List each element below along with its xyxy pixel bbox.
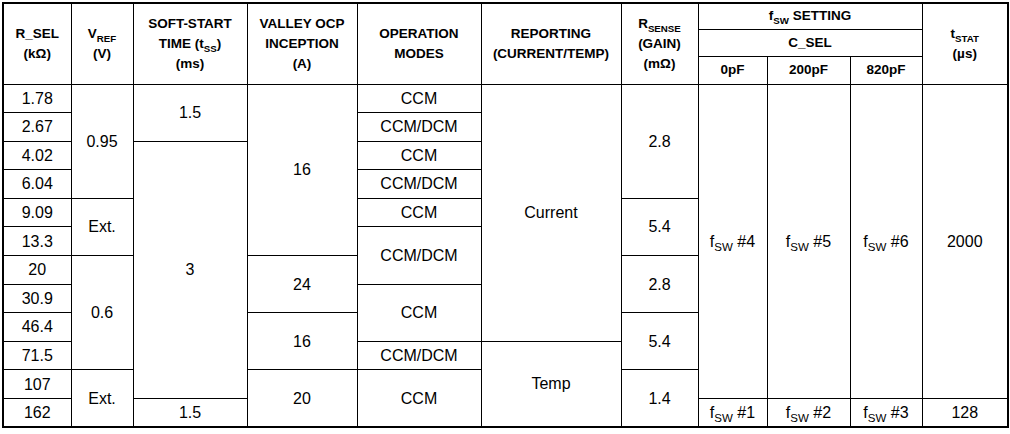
cell-fsw-0pf: fSW #4 (698, 84, 767, 399)
header-soft-start-time: SOFT-STARTTIME (tSS)(ms) (133, 3, 247, 84)
cell-operation-mode: CCM (357, 84, 481, 113)
cell-operation-mode: CCM (357, 284, 481, 341)
cell-valley-ocp: 24 (247, 256, 357, 313)
cell-r-sel: 9.09 (3, 198, 71, 227)
configuration-table: R_SEL(kΩ) VREF(V) SOFT-STARTTIME (tSS)(m… (2, 2, 1009, 428)
cell-operation-mode: CCM/DCM (357, 341, 481, 370)
cell-r-sel: 1.78 (3, 84, 71, 113)
header-c-sel-0pf: 0pF (698, 56, 767, 84)
cell-valley-ocp: 16 (247, 84, 357, 256)
cell-r-sel: 46.4 (3, 313, 71, 342)
cell-fsw-820pf: fSW #6 (850, 84, 922, 399)
header-fsw-setting: fSW SETTING (698, 3, 922, 29)
cell-soft-start: 1.5 (133, 399, 247, 428)
header-v-ref: VREF(V) (71, 3, 133, 84)
cell-r-sense: 5.4 (621, 198, 698, 255)
header-reporting: REPORTING(CURRENT/TEMP) (481, 3, 621, 84)
header-c-sel-200pf: 200pF (767, 56, 850, 84)
cell-operation-mode: CCM/DCM (357, 227, 481, 284)
cell-v-ref: 0.95 (71, 84, 133, 198)
cell-r-sel: 162 (3, 399, 71, 428)
cell-soft-start: 3 (133, 141, 247, 398)
table-row: 1.78 0.95 1.5 16 CCM Current 2.8 fSW #4 … (3, 84, 1008, 113)
header-valley-ocp-inception: VALLEY OCPINCEPTION(A) (247, 3, 357, 84)
cell-reporting: Current (481, 84, 621, 341)
cell-t-stat: 2000 (922, 84, 1008, 399)
cell-r-sel: 71.5 (3, 341, 71, 370)
cell-operation-mode: CCM/DCM (357, 113, 481, 142)
header-operation-modes: OPERATIONMODES (357, 3, 481, 84)
cell-fsw-820pf: fSW #3 (850, 399, 922, 428)
header-c-sel-820pf: 820pF (850, 56, 922, 84)
cell-operation-mode: CCM (357, 370, 481, 427)
cell-fsw-200pf: fSW #2 (767, 399, 850, 428)
cell-r-sense: 1.4 (621, 370, 698, 427)
cell-operation-mode: CCM (357, 198, 481, 227)
cell-reporting: Temp (481, 341, 621, 427)
cell-r-sel: 6.04 (3, 170, 71, 199)
cell-v-ref: Ext. (71, 370, 133, 427)
cell-r-sel: 30.9 (3, 284, 71, 313)
cell-operation-mode: CCM (357, 141, 481, 170)
cell-fsw-200pf: fSW #5 (767, 84, 850, 399)
cell-r-sel: 4.02 (3, 141, 71, 170)
header-c-sel: C_SEL (698, 29, 922, 56)
table-body: 1.78 0.95 1.5 16 CCM Current 2.8 fSW #4 … (3, 84, 1008, 427)
cell-r-sel: 13.3 (3, 227, 71, 256)
header-t-stat: tSTAT(µs) (922, 3, 1008, 84)
table-header: R_SEL(kΩ) VREF(V) SOFT-STARTTIME (tSS)(m… (3, 3, 1008, 84)
cell-v-ref: 0.6 (71, 256, 133, 370)
cell-valley-ocp: 20 (247, 370, 357, 427)
cell-r-sense: 2.8 (621, 84, 698, 198)
cell-valley-ocp: 16 (247, 313, 357, 370)
cell-soft-start: 1.5 (133, 84, 247, 141)
cell-v-ref: Ext. (71, 198, 133, 255)
cell-r-sel: 107 (3, 370, 71, 399)
cell-r-sense: 2.8 (621, 256, 698, 313)
cell-r-sense: 5.4 (621, 313, 698, 370)
cell-t-stat: 128 (922, 399, 1008, 428)
page: R_SEL(kΩ) VREF(V) SOFT-STARTTIME (tSS)(m… (0, 0, 1010, 434)
cell-operation-mode: CCM/DCM (357, 170, 481, 199)
cell-r-sel: 2.67 (3, 113, 71, 142)
header-r-sel: R_SEL(kΩ) (3, 3, 71, 84)
cell-r-sel: 20 (3, 256, 71, 285)
header-r-sense-gain: RSENSE(GAIN)(mΩ) (621, 3, 698, 84)
cell-fsw-0pf: fSW #1 (698, 399, 767, 428)
